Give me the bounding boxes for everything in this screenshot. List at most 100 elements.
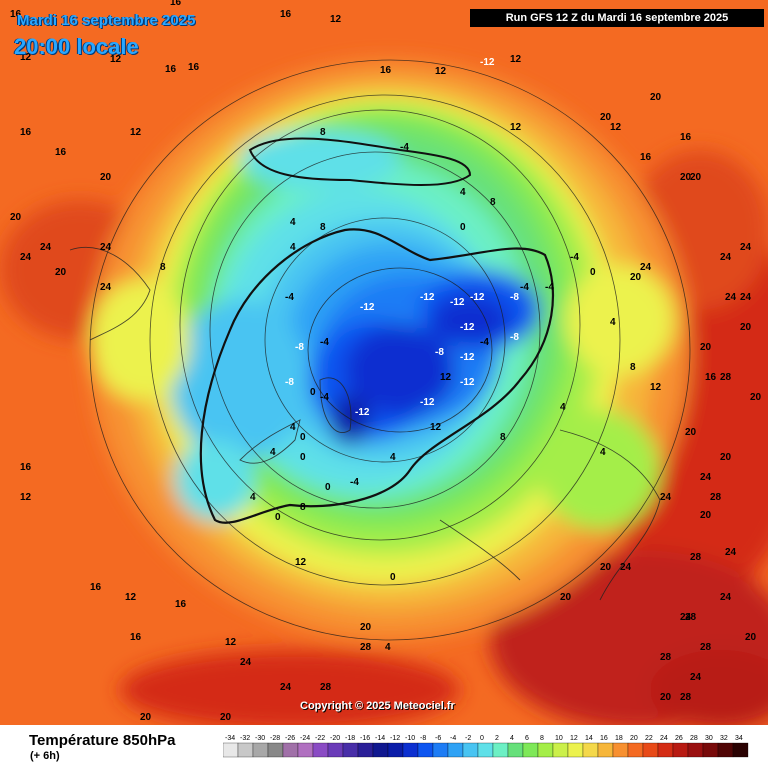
- scale-tick-label: 24: [660, 735, 668, 742]
- value-label: 20: [600, 112, 612, 123]
- scale-swatch: [237, 742, 254, 758]
- scale-tick-label: 12: [570, 735, 578, 742]
- value-label: 28: [700, 642, 712, 653]
- variable-title: Température 850hPa: [29, 732, 176, 749]
- value-label: 4: [390, 452, 396, 463]
- value-label: 20: [700, 342, 712, 353]
- scale-swatch: [402, 742, 419, 758]
- value-label: 0: [390, 572, 396, 583]
- scale-tick-label: -8: [420, 735, 426, 742]
- scale-swatch: [537, 742, 554, 758]
- value-label: 20: [55, 267, 67, 278]
- value-label: 24: [640, 262, 652, 273]
- value-label: 0: [460, 222, 466, 233]
- scale-swatch: [522, 742, 539, 758]
- value-label: 12: [610, 122, 622, 133]
- value-label: 12: [130, 127, 142, 138]
- date-title: Mardi 16 septembre 2025: [17, 12, 196, 29]
- value-label: -4: [545, 282, 554, 293]
- value-label: 28: [710, 492, 722, 503]
- value-label: -4: [480, 337, 489, 348]
- value-label: -12: [470, 292, 485, 303]
- value-label: 20: [740, 322, 752, 333]
- scale-tick-label: 26: [675, 735, 683, 742]
- value-label: 0: [590, 267, 596, 278]
- value-label: 24: [690, 672, 702, 683]
- temperature-field: [0, 60, 768, 725]
- scale-swatch: [462, 742, 479, 758]
- scale-swatch: [582, 742, 599, 758]
- value-label: 12: [295, 557, 307, 568]
- scale-tick-label: -24: [300, 735, 310, 742]
- value-label: 4: [460, 187, 466, 198]
- scale-swatch: [432, 742, 449, 758]
- value-label: 24: [100, 242, 112, 253]
- value-label: 12: [430, 422, 442, 433]
- value-label: 8: [630, 362, 636, 373]
- scale-swatch: [267, 742, 284, 758]
- value-label: -4: [320, 392, 329, 403]
- scale-tick-label: -30: [255, 735, 265, 742]
- scale-swatch: [387, 742, 404, 758]
- value-label: 24: [725, 292, 737, 303]
- value-label: -8: [295, 342, 304, 353]
- value-label: 4: [290, 422, 296, 433]
- value-label: -4: [520, 282, 529, 293]
- isotherm-lines: [89, 59, 691, 641]
- value-label: 4: [290, 217, 296, 228]
- value-label: 24: [240, 657, 252, 668]
- value-label: 20: [650, 92, 662, 103]
- value-label: 20: [140, 712, 152, 723]
- value-label: -12: [355, 407, 370, 418]
- scale-swatch: [417, 742, 434, 758]
- value-label: 0: [310, 387, 316, 398]
- value-label: 4: [610, 317, 616, 328]
- scale-swatch: [657, 742, 674, 758]
- value-label: -12: [450, 297, 465, 308]
- value-label: 20: [10, 212, 22, 223]
- scale-swatch: [687, 742, 704, 758]
- scale-swatch: [492, 742, 509, 758]
- value-label: 12: [435, 66, 447, 77]
- value-label: 12: [330, 14, 342, 25]
- value-label: 12: [20, 52, 32, 63]
- value-label: 24: [620, 562, 632, 573]
- value-label: 12: [650, 382, 662, 393]
- value-label: 20: [630, 272, 642, 283]
- scale-tick-label: 2: [495, 735, 499, 742]
- scale-tick-label: 0: [480, 735, 484, 742]
- scale-swatch: [507, 742, 524, 758]
- scale-tick-label: -6: [435, 735, 441, 742]
- value-label: 4: [600, 447, 606, 458]
- value-label: 8: [500, 432, 506, 443]
- scale-tick-label: -10: [405, 735, 415, 742]
- value-label: 8: [490, 197, 496, 208]
- scale-swatch: [702, 742, 719, 758]
- scale-swatch: [327, 742, 344, 758]
- scale-tick-label: 28: [690, 735, 698, 742]
- scale-tick-label: 22: [645, 735, 653, 742]
- scale-tick-label: 30: [705, 735, 713, 742]
- value-label: -8: [510, 332, 519, 343]
- value-label: 20: [700, 510, 712, 521]
- scale-swatch: [342, 742, 359, 758]
- value-label: 24: [20, 252, 32, 263]
- scale-swatch: [372, 742, 389, 758]
- scale-swatch: [732, 742, 749, 758]
- scale-tick-label: -20: [330, 735, 340, 742]
- value-label: 16: [280, 9, 292, 20]
- value-label: -4: [350, 477, 359, 488]
- value-label: 20: [100, 172, 112, 183]
- scale-tick-label: -32: [240, 735, 250, 742]
- value-label: -4: [320, 337, 329, 348]
- scale-swatch: [447, 742, 464, 758]
- copyright-text: Copyright © 2025 Meteociel.fr: [300, 700, 455, 712]
- value-label: -12: [460, 322, 475, 333]
- value-label: 20: [685, 427, 697, 438]
- scale-swatch: [223, 742, 239, 758]
- value-label: 24: [280, 682, 292, 693]
- value-label: 24: [740, 242, 752, 253]
- value-label: 24: [660, 492, 672, 503]
